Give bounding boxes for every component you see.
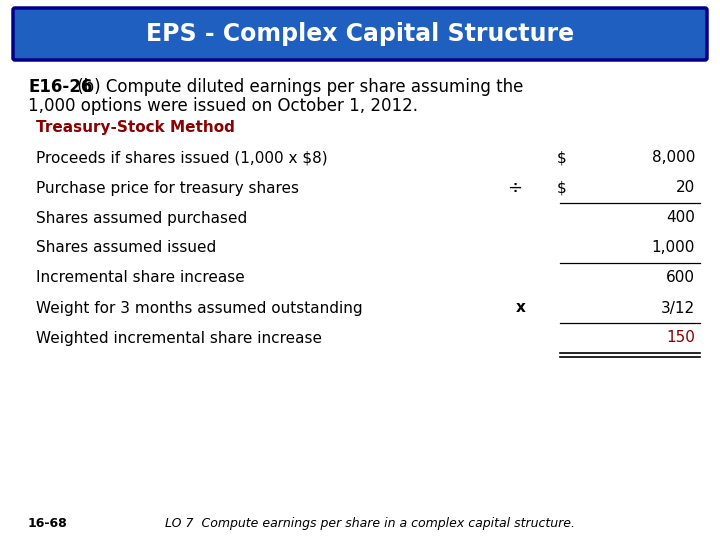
Text: $: $: [557, 180, 567, 195]
Text: 600: 600: [666, 271, 695, 286]
Text: ÷: ÷: [507, 179, 522, 197]
Text: 3/12: 3/12: [661, 300, 695, 315]
Text: $: $: [557, 151, 567, 165]
Text: 16-68: 16-68: [28, 517, 68, 530]
Text: Shares assumed issued: Shares assumed issued: [36, 240, 216, 255]
Text: Purchase price for treasury shares: Purchase price for treasury shares: [36, 180, 299, 195]
Text: 150: 150: [666, 330, 695, 346]
Text: 400: 400: [666, 211, 695, 226]
Text: EPS - Complex Capital Structure: EPS - Complex Capital Structure: [146, 22, 574, 46]
Text: E16-26: E16-26: [28, 78, 92, 96]
Text: 20: 20: [676, 180, 695, 195]
Text: Incremental share increase: Incremental share increase: [36, 271, 245, 286]
Text: 1,000: 1,000: [652, 240, 695, 255]
Text: Weight for 3 months assumed outstanding: Weight for 3 months assumed outstanding: [36, 300, 363, 315]
Text: Weighted incremental share increase: Weighted incremental share increase: [36, 330, 322, 346]
Text: x: x: [516, 300, 526, 315]
Text: 1,000 options were issued on October 1, 2012.: 1,000 options were issued on October 1, …: [28, 97, 418, 115]
Text: 8,000: 8,000: [652, 151, 695, 165]
Text: (b) Compute diluted earnings per share assuming the: (b) Compute diluted earnings per share a…: [72, 78, 523, 96]
Text: Treasury-Stock Method: Treasury-Stock Method: [36, 120, 235, 135]
Text: Proceeds if shares issued (1,000 x $8): Proceeds if shares issued (1,000 x $8): [36, 151, 328, 165]
FancyBboxPatch shape: [13, 8, 707, 60]
Text: LO 7  Compute earnings per share in a complex capital structure.: LO 7 Compute earnings per share in a com…: [165, 517, 575, 530]
Text: Shares assumed purchased: Shares assumed purchased: [36, 211, 247, 226]
